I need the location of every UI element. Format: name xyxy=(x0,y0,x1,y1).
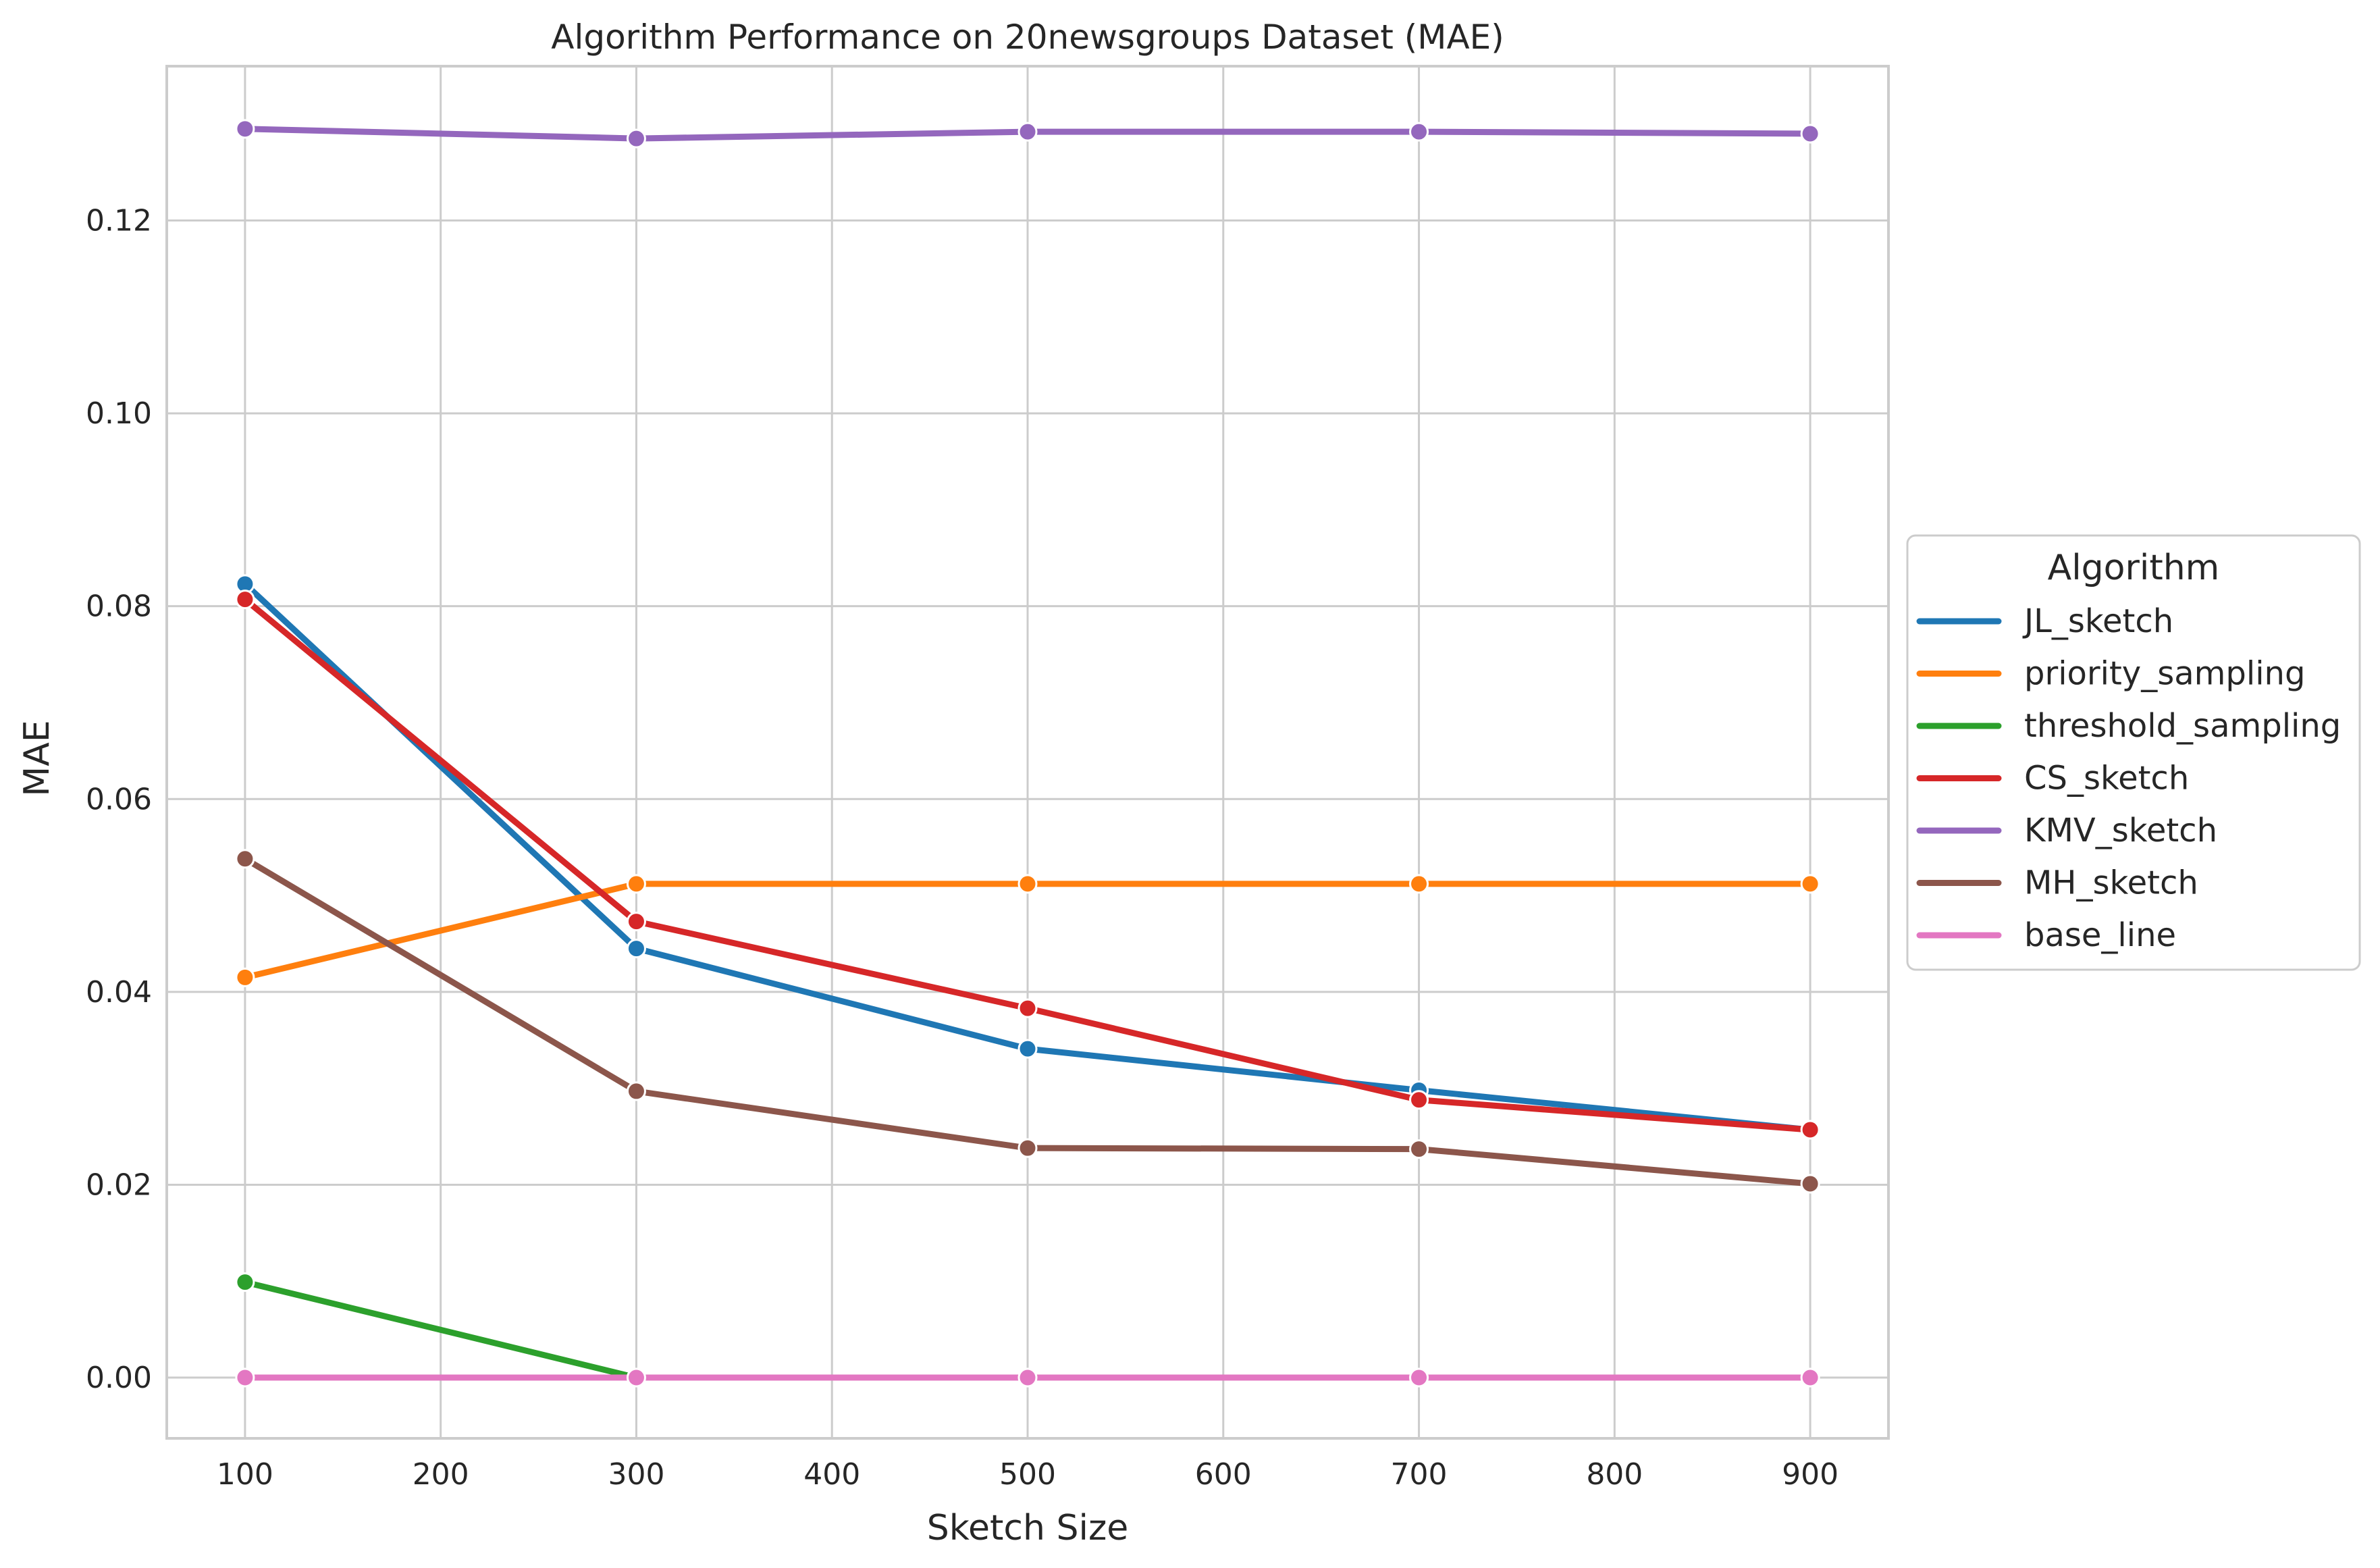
data-point xyxy=(1800,1120,1820,1140)
legend-item-KMV_sketch: KMV_sketch xyxy=(1916,812,2217,850)
y-tick-label: 0.04 xyxy=(86,975,152,1010)
x-tick-label: 200 xyxy=(413,1457,469,1492)
legend-label: MH_sketch xyxy=(2024,864,2198,902)
series-MH_sketch xyxy=(235,849,1820,1194)
legend-item-priority_sampling: priority_sampling xyxy=(1916,655,2305,693)
legend-item-JL_sketch: JL_sketch xyxy=(1916,602,2173,640)
chart-title: Algorithm Performance on 20newsgroups Da… xyxy=(551,18,1504,57)
x-tick-label: 900 xyxy=(1782,1457,1839,1492)
y-axis-label: MAE xyxy=(17,720,57,796)
series-KMV_sketch xyxy=(235,119,1820,149)
y-tick-label: 0.00 xyxy=(86,1361,152,1395)
legend-item-base_line: base_line xyxy=(1916,916,2176,954)
legend-item-CS_sketch: CS_sketch xyxy=(1916,760,2189,798)
series-CS_sketch xyxy=(235,590,1820,1140)
data-point xyxy=(1409,1367,1429,1388)
data-point xyxy=(1409,1139,1429,1159)
legend-title: Algorithm xyxy=(2048,548,2220,588)
series-layer xyxy=(235,119,1820,1388)
data-point xyxy=(626,128,646,149)
data-point xyxy=(1800,124,1820,144)
legend-item-MH_sketch: MH_sketch xyxy=(1916,864,2198,902)
legend-label: CS_sketch xyxy=(2024,760,2189,798)
data-point xyxy=(1409,874,1429,894)
grid-layer xyxy=(167,66,1888,1438)
data-point xyxy=(235,1272,255,1292)
data-point xyxy=(1800,874,1820,894)
x-tick-label: 800 xyxy=(1586,1457,1643,1492)
y-tick-label: 0.02 xyxy=(86,1168,152,1202)
legend-label: threshold_sampling xyxy=(2024,707,2341,745)
x-tick-label: 600 xyxy=(1195,1457,1252,1492)
y-tick-label: 0.10 xyxy=(86,396,152,431)
data-point xyxy=(1409,122,1429,142)
x-axis-label: Sketch Size xyxy=(927,1508,1128,1548)
x-tick-label: 700 xyxy=(1391,1457,1448,1492)
legend-label: JL_sketch xyxy=(2022,602,2173,640)
legend-label: base_line xyxy=(2024,916,2176,954)
data-point xyxy=(1800,1174,1820,1194)
x-tick-label: 300 xyxy=(608,1457,664,1492)
data-point xyxy=(235,967,255,987)
data-point xyxy=(626,912,646,932)
legend-label: KMV_sketch xyxy=(2024,812,2217,850)
data-point xyxy=(626,1081,646,1101)
legend-items: JL_sketch priority_sampling threshold_samp… xyxy=(1916,602,2341,954)
legend-label: priority_sampling xyxy=(2024,655,2305,693)
y-tick-label: 0.08 xyxy=(86,590,152,624)
data-point xyxy=(1017,1138,1038,1158)
data-point xyxy=(235,849,255,869)
data-point xyxy=(1017,122,1038,142)
data-point xyxy=(1017,998,1038,1018)
data-point xyxy=(626,939,646,959)
x-tick-label: 500 xyxy=(999,1457,1056,1492)
data-point xyxy=(626,1367,646,1388)
data-point xyxy=(235,119,255,139)
plot-frame xyxy=(165,65,1890,1440)
data-point xyxy=(1017,1039,1038,1059)
legend-item-threshold_sampling: threshold_sampling xyxy=(1916,707,2341,745)
series-priority_sampling xyxy=(235,874,1820,987)
data-point xyxy=(235,1367,255,1388)
x-tick-label: 100 xyxy=(217,1457,273,1492)
legend-box xyxy=(1906,534,2361,971)
tick-layer: 100 200 300 400 500 600 700 800 900 0.00 0.02 0.04 0… xyxy=(86,203,1839,1492)
y-tick-label: 0.12 xyxy=(86,203,152,238)
data-point xyxy=(626,874,646,894)
x-tick-label: 400 xyxy=(803,1457,860,1492)
data-point xyxy=(1409,1090,1429,1110)
data-point xyxy=(1017,1367,1038,1388)
series-base_line xyxy=(235,1367,1820,1388)
y-tick-label: 0.06 xyxy=(86,782,152,816)
data-point xyxy=(235,590,255,610)
legend: Algorithm JL_sketch priority_samplingthre… xyxy=(1906,534,2361,971)
data-point xyxy=(1800,1367,1820,1388)
data-point xyxy=(1017,874,1038,894)
